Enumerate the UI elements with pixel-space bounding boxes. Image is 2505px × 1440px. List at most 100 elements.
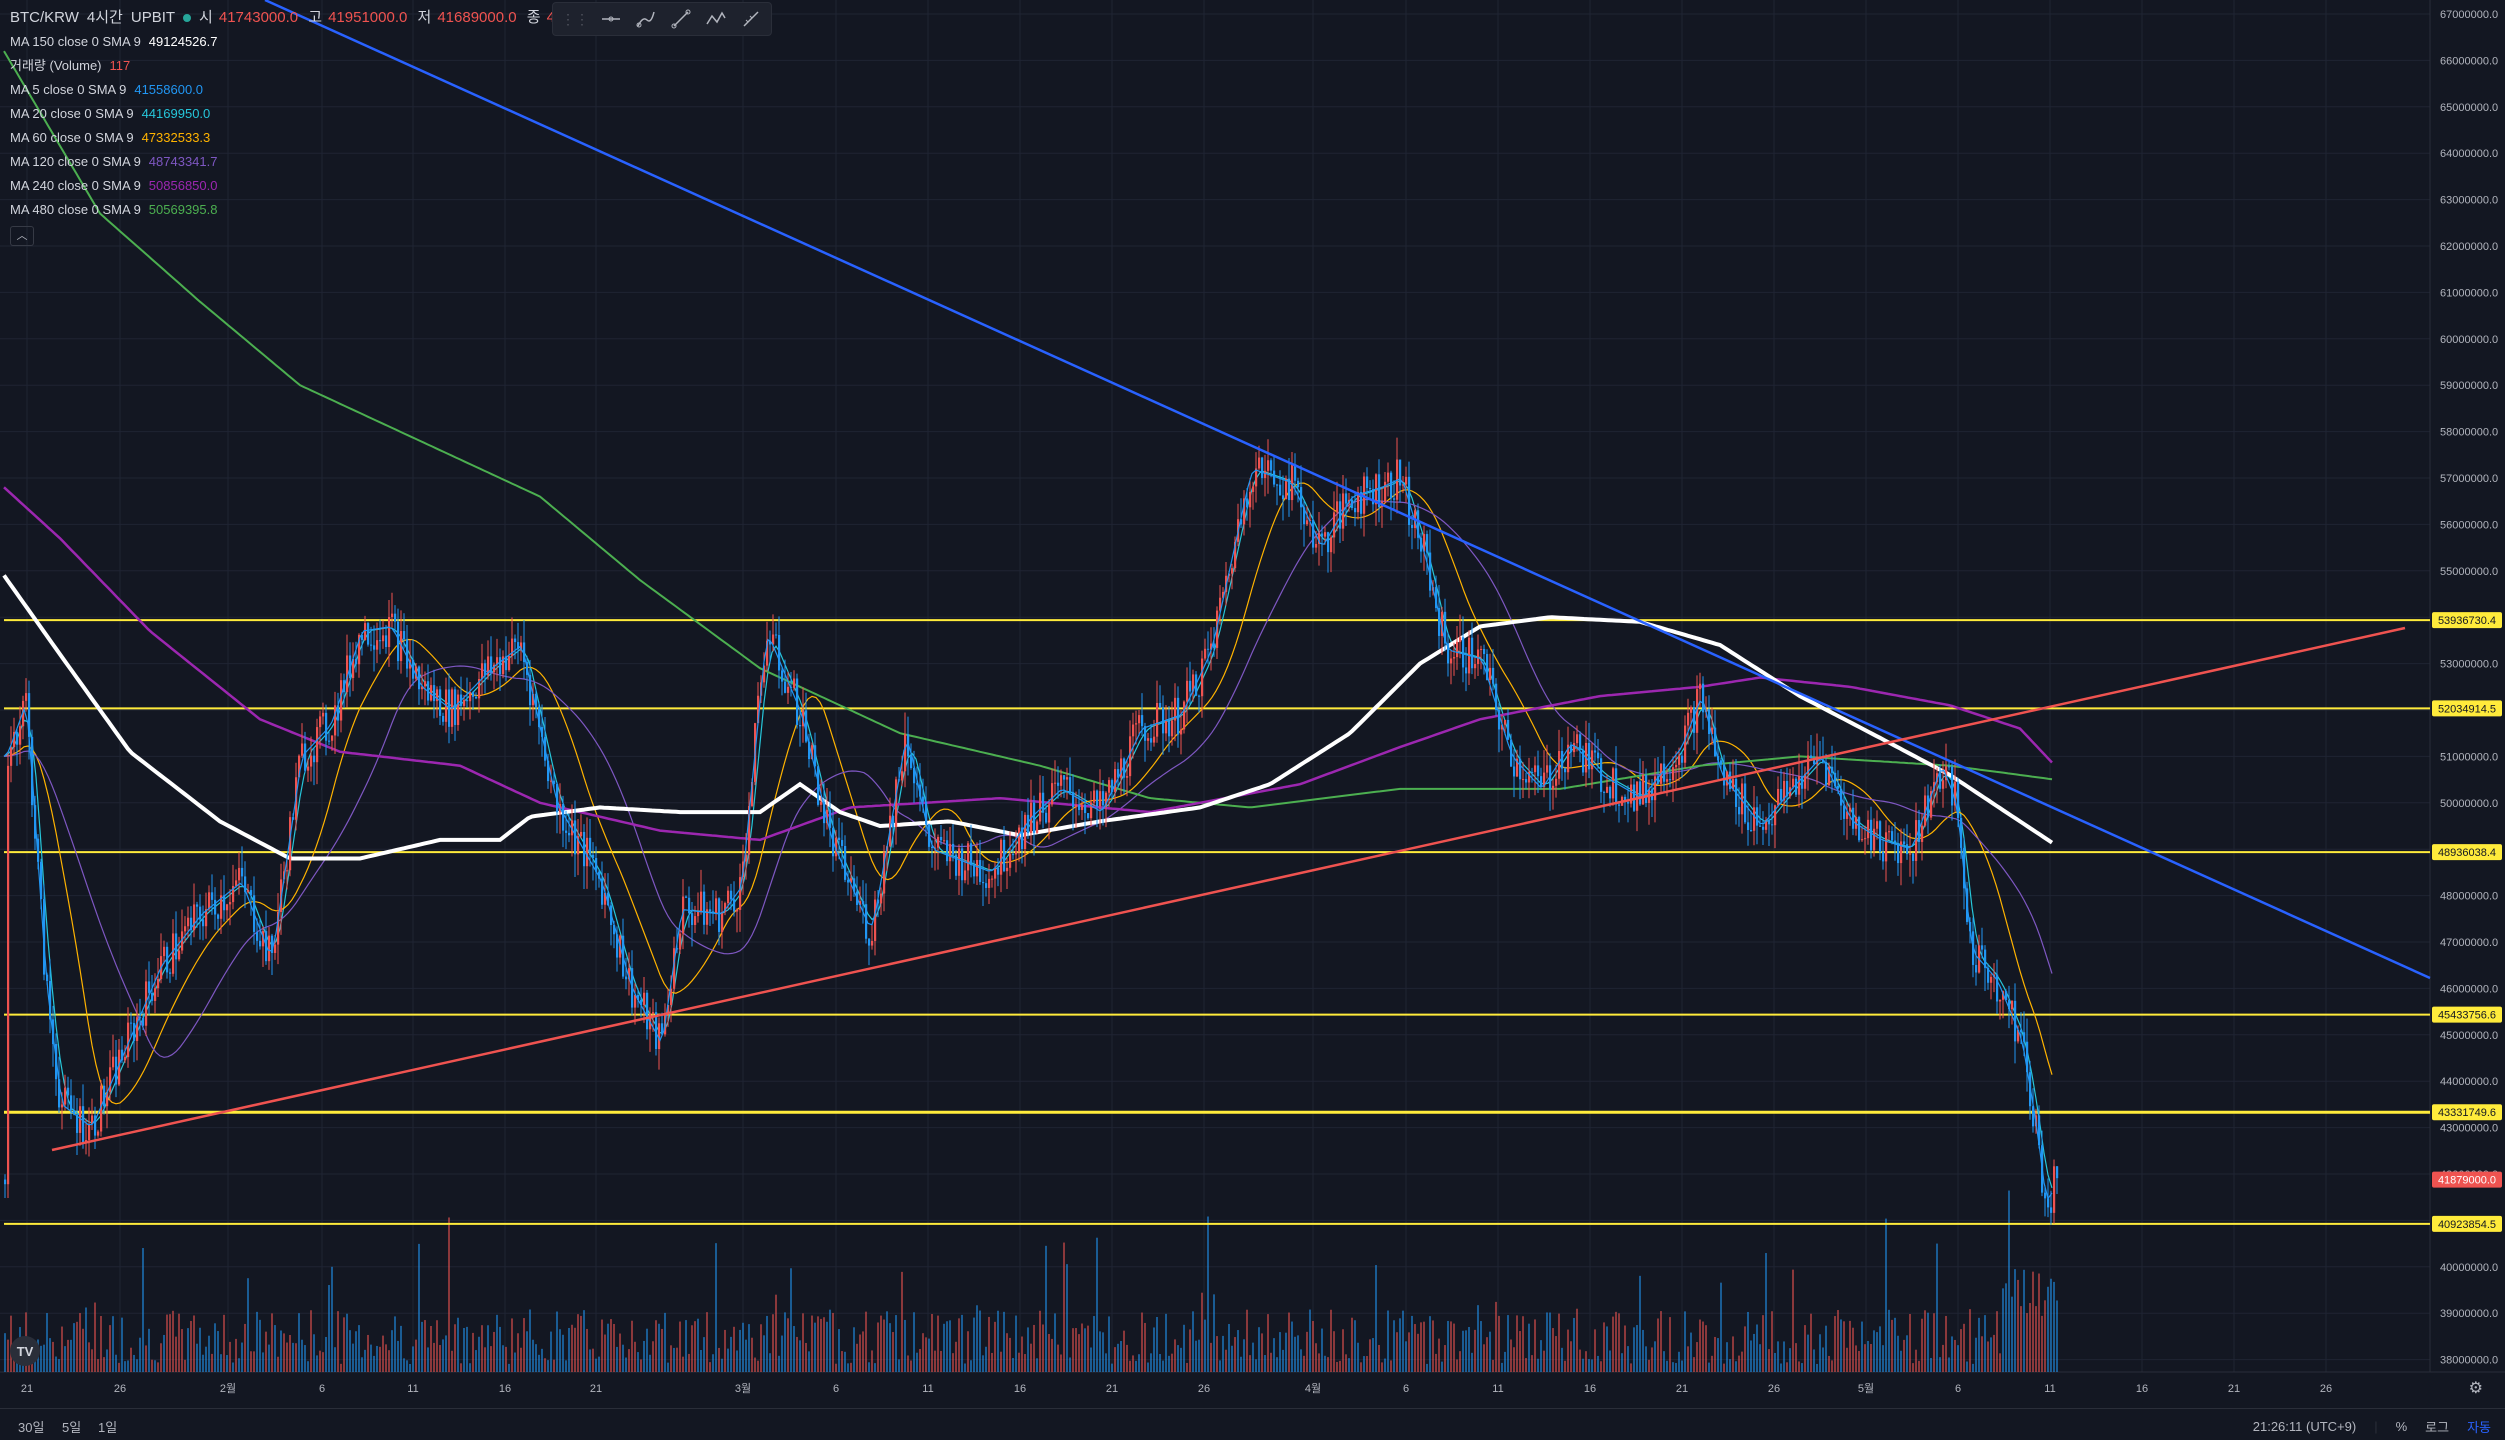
volume-bar: [1627, 1346, 1629, 1372]
volume-bar: [748, 1324, 750, 1372]
open-label: 시: [199, 9, 213, 26]
volume-bar: [202, 1354, 204, 1372]
candle-body: [1117, 769, 1120, 778]
volume-bar: [784, 1312, 786, 1372]
volume-bar: [1267, 1314, 1269, 1372]
candle-body: [1360, 492, 1363, 514]
candle-body: [1453, 657, 1456, 659]
candle-body: [97, 1131, 100, 1136]
candle-body: [979, 859, 982, 882]
volume-bar: [1213, 1294, 1215, 1372]
volume-bar: [451, 1350, 453, 1372]
candle-body: [418, 666, 421, 690]
candle-body: [1132, 724, 1135, 737]
indicator-row[interactable]: MA 150 close 0 SMA 9 49124526.7: [10, 30, 603, 54]
y-tick-label: 43000000.0: [2440, 1123, 2498, 1135]
indicator-row[interactable]: MA 20 close 0 SMA 9 44169950.0: [10, 102, 603, 126]
volume-bar: [1798, 1361, 1800, 1372]
candle-body: [913, 768, 916, 784]
gear-icon[interactable]: ⚙: [2468, 1380, 2483, 1397]
candle-body: [79, 1106, 82, 1133]
volume-bar: [1801, 1363, 1803, 1372]
candle-body: [1711, 727, 1714, 735]
legend-collapse-button[interactable]: ︿: [10, 226, 34, 246]
volume-bar: [793, 1326, 795, 1372]
candle-body: [871, 940, 874, 946]
indicator-row[interactable]: MA 120 close 0 SMA 9 48743341.7: [10, 150, 603, 174]
volume-bar: [1345, 1354, 1347, 1372]
candle-body: [43, 899, 46, 975]
indicator-row[interactable]: 거래량 (Volume) 117: [10, 54, 603, 78]
ma120-line: [3, 498, 2053, 1058]
candle-body: [1426, 534, 1429, 553]
candle-body: [1159, 702, 1162, 708]
measure-icon[interactable]: [738, 6, 763, 32]
auto-toggle[interactable]: 자동: [2467, 1420, 2491, 1435]
candle-body: [1903, 841, 1906, 845]
volume-bar: [1174, 1339, 1176, 1372]
candle-body: [1894, 840, 1897, 844]
candle-body: [628, 968, 631, 980]
volume-bar: [838, 1329, 840, 1372]
candle-body: [226, 904, 229, 911]
volume-bar: [700, 1350, 702, 1372]
candle-body: [961, 848, 964, 881]
volume-bar: [1999, 1353, 2001, 1372]
range-1d-button[interactable]: 1일: [98, 1420, 118, 1435]
candle-body: [1312, 519, 1315, 548]
volume-bar: [1819, 1334, 1821, 1372]
volume-bar: [547, 1360, 549, 1372]
volume-bar: [412, 1346, 414, 1372]
toolbar-grip-icon[interactable]: ⋮⋮: [561, 10, 589, 27]
volume-bar: [1282, 1349, 1284, 1372]
candle-body: [1075, 805, 1078, 808]
candle-body: [733, 899, 736, 912]
x-tick-label: 26: [1768, 1383, 1780, 1395]
volume-bar: [121, 1317, 123, 1372]
range-30d-button[interactable]: 30일: [18, 1420, 45, 1435]
candle-body: [1804, 773, 1807, 789]
brush-icon[interactable]: [634, 6, 659, 32]
volume-bar: [1960, 1329, 1962, 1372]
volume-bar: [1876, 1332, 1878, 1372]
volume-bar: [1189, 1329, 1191, 1372]
trend-line-icon[interactable]: [669, 6, 694, 32]
pattern-icon[interactable]: [703, 6, 728, 32]
volume-bar: [916, 1352, 918, 1372]
log-toggle[interactable]: 로그: [2425, 1420, 2450, 1435]
candle-body: [976, 859, 979, 877]
volume-bar: [880, 1315, 882, 1372]
candle-body: [589, 837, 592, 855]
candle-body: [109, 1067, 112, 1092]
indicator-row[interactable]: MA 60 close 0 SMA 9 47332533.3: [10, 126, 603, 150]
indicator-row[interactable]: MA 240 close 0 SMA 9 50856850.0: [10, 174, 603, 198]
candle-body: [1948, 766, 1951, 768]
percent-toggle[interactable]: %: [2395, 1419, 2408, 1434]
candle-body: [922, 796, 925, 802]
clock-readout[interactable]: 21:26:11 (UTC+9): [2252, 1419, 2357, 1434]
tradingview-logo-icon[interactable]: TV: [10, 1336, 40, 1366]
indicator-label: MA 5 close 0 SMA 9: [10, 82, 127, 97]
volume-bar: [1222, 1335, 1224, 1372]
indicator-row[interactable]: MA 480 close 0 SMA 9 50569395.8: [10, 198, 603, 222]
symbol-row[interactable]: BTC/KRW 4시간 UPBIT 시 41743000.0 고 41951000.…: [10, 6, 603, 30]
volume-bar: [1156, 1316, 1158, 1372]
high-value: 41951000.0: [328, 9, 408, 26]
candle-body: [1294, 464, 1297, 481]
range-5d-button[interactable]: 5일: [62, 1420, 82, 1435]
candle-body: [1459, 637, 1462, 642]
volume-bar: [1675, 1363, 1677, 1372]
volume-bar: [1813, 1349, 1815, 1372]
volume-bar: [1462, 1330, 1464, 1372]
volume-bar: [1984, 1315, 1986, 1372]
horizontal-line-icon[interactable]: [599, 6, 624, 32]
indicator-row[interactable]: MA 5 close 0 SMA 9 41558600.0: [10, 78, 603, 102]
candle-body: [1537, 765, 1540, 777]
candle-body: [1141, 715, 1144, 727]
candle-body: [40, 861, 43, 900]
indicator-value: 50569395.8: [148, 202, 218, 217]
volume-bar: [874, 1363, 876, 1372]
x-tick-label: 21: [21, 1383, 33, 1395]
